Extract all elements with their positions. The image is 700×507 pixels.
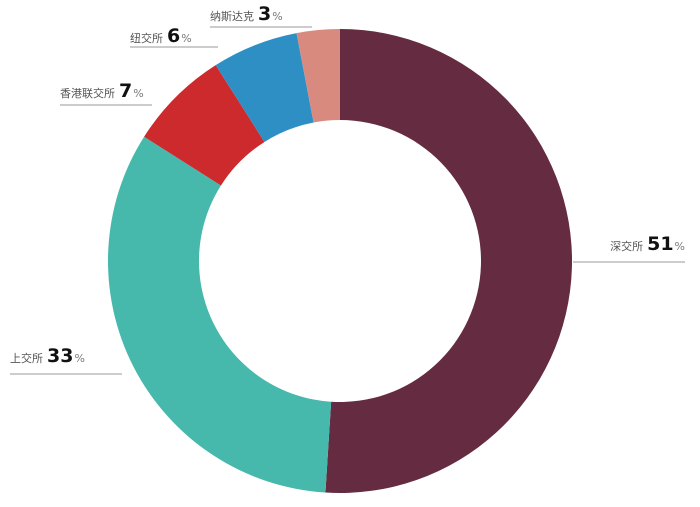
slice-label: 纳斯达克 3% (210, 3, 283, 25)
slice-label: 香港联交所 7% (60, 80, 144, 102)
label-name: 纽交所 (130, 31, 163, 45)
label-value: 51 (647, 233, 673, 255)
label-unit: % (74, 352, 84, 365)
label-unit: % (181, 32, 191, 45)
donut-slice (107, 136, 332, 493)
slice-label: 上交所 33% (10, 345, 85, 367)
donut-slice (325, 29, 572, 493)
donut-slice (296, 29, 340, 123)
label-name: 香港联交所 (60, 86, 115, 100)
label-name: 纳斯达克 (210, 10, 254, 23)
label-name: 深交所 (610, 239, 643, 253)
label-value: 33 (47, 345, 73, 367)
label-unit: % (272, 10, 282, 23)
donut-slice (215, 33, 314, 142)
label-unit: % (675, 240, 685, 253)
slice-label: 纽交所 6% (130, 25, 192, 47)
label-name: 上交所 (10, 351, 43, 365)
label-value: 7 (119, 80, 132, 102)
slice-label: 深交所 51% (610, 233, 685, 255)
donut-slice (144, 65, 265, 186)
label-value: 6 (167, 25, 180, 47)
label-unit: % (133, 87, 143, 100)
label-value: 3 (258, 3, 271, 25)
